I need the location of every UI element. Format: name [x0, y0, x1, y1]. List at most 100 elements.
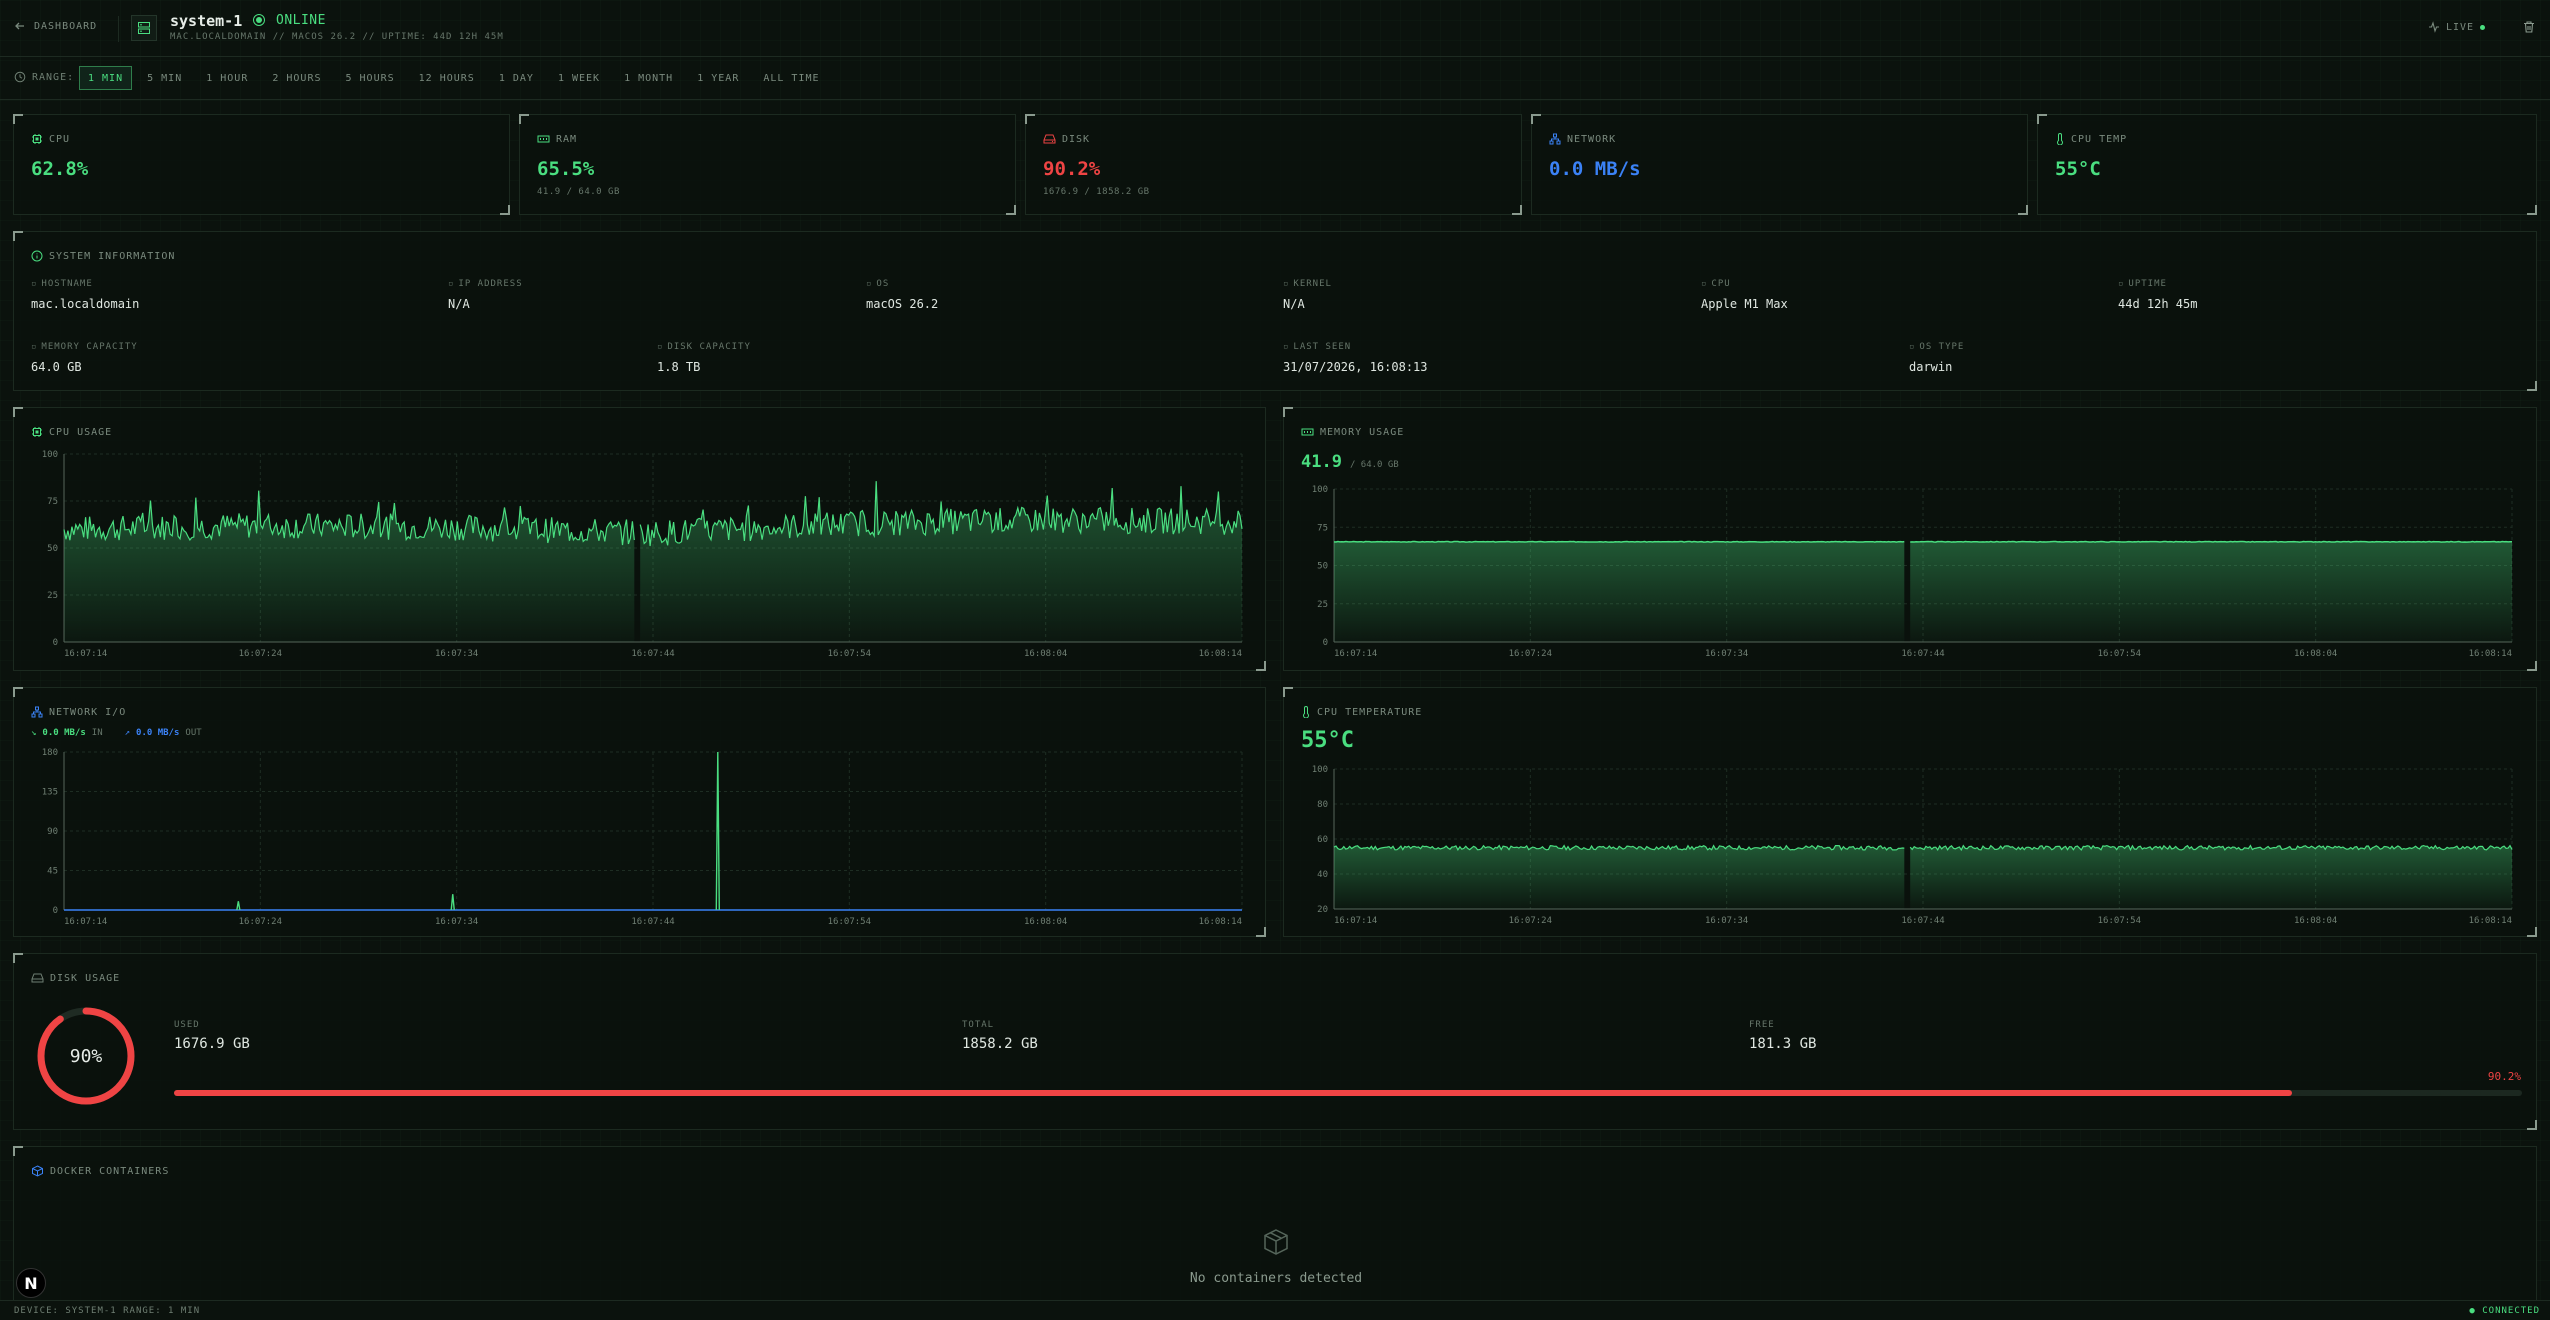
disk-total-value: 1858.2 GB: [962, 1036, 1038, 1052]
range-option-1-week[interactable]: 1 WEEK: [557, 72, 601, 84]
connection-status: ● CONNECTED: [2469, 1306, 2540, 1316]
field-icon: ▫: [657, 342, 664, 352]
range-option-1-day[interactable]: 1 DAY: [498, 72, 534, 84]
x-tick-label: 16:07:24: [1509, 649, 1552, 659]
y-tick-label: 135: [42, 788, 58, 798]
back-to-dashboard-button[interactable]: DASHBOARD: [14, 20, 97, 32]
series-line: [63, 490, 635, 546]
sysinfo-value: mac.localdomain: [31, 297, 140, 311]
range-option-12-hours[interactable]: 12 HOURS: [418, 72, 475, 84]
sysinfo-label: ▫ MEMORY CAPACITY: [31, 342, 138, 352]
sysinfo-hostname: ▫ HOSTNAME mac.localdomain: [31, 279, 139, 311]
x-tick-label: 16:07:44: [1901, 916, 1944, 926]
containers-icon: [32, 1165, 43, 1177]
disk-usage-panel: DISK USAGE 90% USED 1676.9 GB TOTAL 1858…: [13, 953, 2537, 1130]
memory-used-value: 41.9: [1301, 452, 1342, 472]
memory-icon: [1301, 428, 1314, 436]
cpu-temperature-panel: CPU TEMPERATURE 55°C 20 40 60 80 100 16:07:14…: [1283, 687, 2537, 937]
cpu-temperature-value: 55°C: [1301, 728, 1354, 753]
series-area: [1334, 541, 1905, 642]
y-tick-label: 25: [47, 591, 58, 601]
no-containers-text: No containers detected: [1189, 1271, 1363, 1286]
network-icon: [1549, 133, 1561, 145]
x-tick-label: 16:07:44: [1901, 649, 1944, 659]
sysinfo-memory-capacity: ▫ MEMORY CAPACITY 64.0 GB: [31, 342, 138, 374]
x-tick-label: 16:07:54: [2098, 649, 2141, 659]
y-tick-label: 75: [47, 497, 58, 507]
field-icon: ▫: [1701, 279, 1708, 289]
range-option-5-min[interactable]: 5 MIN: [147, 72, 183, 84]
series-line: [1909, 844, 2513, 852]
sysinfo-cpu: ▫ CPU Apple M1 Max: [1701, 279, 1788, 311]
ram-sub: 41.9 / 64.0 GB: [537, 187, 620, 197]
sysinfo-last-seen: ▫ LAST SEEN 31/07/2026, 16:08:13: [1283, 342, 1428, 374]
memory-icon: [537, 135, 550, 143]
network-in-spike: [450, 894, 455, 911]
y-tick-label: 25: [1317, 600, 1328, 610]
range-option-5-hours[interactable]: 5 HOURS: [345, 72, 395, 84]
x-tick-label: 16:07:24: [239, 649, 282, 659]
arrow-left-icon: [15, 22, 24, 30]
range-option-all-time[interactable]: ALL TIME: [763, 72, 820, 84]
stat-card-cpu-temp: CPU TEMP 55°C: [2037, 114, 2537, 215]
network-icon: [31, 706, 43, 718]
range-option-1-year[interactable]: 1 YEAR: [697, 72, 740, 84]
series-line: [639, 481, 1243, 547]
status-indicator-icon: [253, 14, 265, 26]
range-option-1-hour[interactable]: 1 HOUR: [206, 72, 249, 84]
sysinfo-label: ▫ UPTIME: [2118, 279, 2167, 289]
sysinfo-value: 44d 12h 45m: [2118, 297, 2198, 311]
range-options: 1 MIN 5 MIN 1 HOUR 2 HOURS 5 HOURS 12 HOURS 1 …: [79, 66, 829, 90]
sysinfo-label: ▫ CPU: [1701, 279, 1731, 289]
cpu-chip-icon: [32, 134, 42, 144]
field-icon: ▫: [2118, 279, 2125, 289]
y-tick-label: 40: [1317, 870, 1328, 880]
sysinfo-label: ▫ KERNEL: [1283, 279, 1332, 289]
field-icon: ▫: [866, 279, 873, 289]
network-in-spike: [715, 751, 720, 911]
footer: DEVICE: SYSTEM-1 RANGE: 1 MIN ● CONNECTE…: [0, 1300, 2550, 1320]
live-dot-icon: [2480, 24, 2486, 30]
range-option-1-min[interactable]: 1 MIN: [79, 66, 133, 90]
field-icon: ▫: [1283, 342, 1290, 352]
sysinfo-value: darwin: [1909, 360, 1953, 374]
disk-used-value: 1676.9 GB: [174, 1036, 250, 1052]
sysinfo-uptime: ▫ UPTIME 44d 12h 45m: [2118, 279, 2197, 311]
x-tick-label: 16:07:14: [1334, 649, 1377, 659]
nextjs-devtools-button[interactable]: N: [16, 1268, 46, 1298]
x-tick-label: 16:08:14: [2469, 916, 2512, 926]
y-tick-label: 180: [42, 748, 58, 758]
hard-drive-icon: [31, 973, 44, 983]
live-label: LIVE: [2446, 21, 2475, 33]
y-tick-label: 60: [1317, 835, 1328, 845]
sysinfo-value: macOS 26.2: [866, 297, 939, 311]
delete-device-button[interactable]: [2522, 19, 2536, 38]
network-io-panel: NETWORK I/O ↘ 0.0 MB/s IN ↗ 0.0 MB/s OUT…: [13, 687, 1266, 937]
y-tick-label: 45: [47, 867, 58, 877]
x-tick-label: 16:07:24: [239, 917, 282, 927]
x-tick-label: 16:08:14: [1199, 649, 1242, 659]
memory-total-value: / 64.0 GB: [1349, 460, 1399, 470]
series-line: [1333, 540, 1905, 543]
device-meta: MAC.LOCALDOMAIN // MACOS 26.2 // UPTIME:…: [170, 32, 504, 42]
sysinfo-value: Apple M1 Max: [1701, 297, 1788, 311]
x-tick-label: 16:07:44: [631, 649, 674, 659]
field-icon: ▫: [1909, 342, 1916, 352]
sysinfo-value: 1.8 TB: [657, 360, 701, 374]
arrow-up-out-icon: ↗: [124, 728, 131, 738]
sysinfo-label: ▫ HOSTNAME: [31, 279, 93, 289]
y-tick-label: 20: [1317, 905, 1328, 915]
range-option-1-month[interactable]: 1 MONTH: [624, 72, 674, 84]
x-tick-label: 16:07:54: [2098, 916, 2141, 926]
x-tick-label: 16:08:04: [2294, 916, 2337, 926]
range-option-2-hours[interactable]: 2 HOURS: [272, 72, 322, 84]
memory-usage-panel: MEMORY USAGE 41.9 / 64.0 GB 0 25 50 75 100 16…: [1283, 407, 2537, 671]
back-label: DASHBOARD: [34, 20, 98, 32]
info-icon: [31, 250, 43, 262]
sysinfo-kernel: ▫ KERNEL N/A: [1283, 279, 1332, 311]
x-tick-label: 16:07:34: [435, 649, 478, 659]
box-icon: [1264, 1229, 1288, 1255]
network-in-spike: [236, 901, 241, 911]
x-tick-label: 16:07:54: [828, 649, 871, 659]
x-tick-label: 16:08:04: [1024, 917, 1067, 927]
